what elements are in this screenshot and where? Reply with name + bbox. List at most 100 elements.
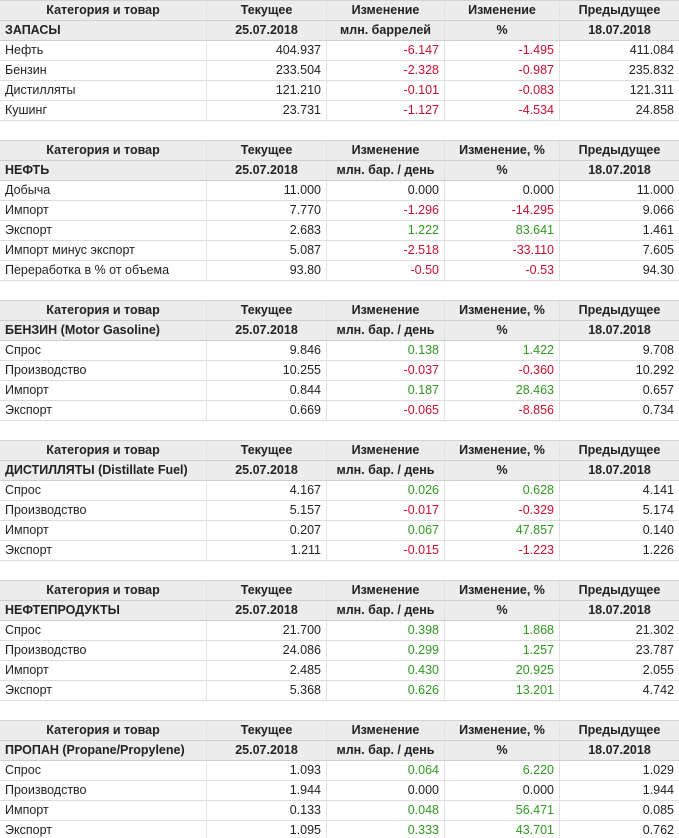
value-cell: 0.398: [327, 621, 445, 640]
row-label: Спрос: [0, 341, 207, 360]
row-label: Импорт: [0, 801, 207, 820]
value-cell: 20.925: [445, 661, 560, 680]
row-label: Экспорт: [0, 681, 207, 700]
value-cell: 2.055: [642, 663, 674, 677]
value-cell: 23.787: [635, 643, 674, 657]
value-cell: 9.708: [642, 343, 674, 357]
header-cell: %: [445, 161, 560, 180]
value-cell: 1.029: [642, 763, 674, 777]
header-cell: 25.07.2018: [207, 461, 327, 480]
value-cell: 233.504: [207, 61, 327, 80]
header-cell: Предыдущее: [578, 583, 661, 597]
value-cell: 47.857: [445, 521, 560, 540]
value-cell: -0.329: [445, 501, 560, 520]
value-cell: 7.605: [642, 243, 674, 257]
header-cell: ЗАПАСЫ: [0, 21, 207, 40]
value-cell: 1.422: [445, 341, 560, 360]
value-cell: 0.669: [207, 401, 327, 420]
data-table: Категория и товар Текущее Изменение Изменен…: [0, 0, 679, 121]
data-row: Экспорт 5.368 0.626 13.201 4.742: [0, 681, 679, 701]
value-cell: 9.066: [642, 203, 674, 217]
value-cell: 93.80: [207, 261, 327, 280]
header-cell: 25.07.2018: [207, 741, 327, 760]
value-cell: 5.368: [207, 681, 327, 700]
row-label: Кушинг: [0, 101, 207, 120]
data-row: Кушинг 23.731 -1.127 -4.534 24.858: [0, 101, 679, 121]
value-cell: 0.430: [327, 661, 445, 680]
header-cell: НЕФТЕПРОДУКТЫ: [0, 601, 207, 620]
header-cell: 18.07.2018: [588, 743, 651, 757]
header-row: ЗАПАСЫ 25.07.2018 млн. баррелей% 18.07.2018: [0, 21, 679, 41]
data-row: Экспорт 1.211 -0.015 -1.223 1.226: [0, 541, 679, 561]
value-cell: 0.844: [207, 381, 327, 400]
data-row: Импорт 2.485 0.430 20.925 2.055: [0, 661, 679, 681]
value-cell: -1.127: [327, 101, 445, 120]
value-cell: 24.086: [207, 641, 327, 660]
data-row: Производство 24.086 0.299 1.257 23.787: [0, 641, 679, 661]
value-cell: -0.987: [445, 61, 560, 80]
row-label: Экспорт: [0, 401, 207, 420]
header-cell: Изменение: [327, 141, 445, 160]
row-label: Экспорт: [0, 541, 207, 560]
value-cell: 7.770: [207, 201, 327, 220]
header-cell: Предыдущее: [578, 723, 661, 737]
header-cell: ПРОПАН (Propane/Propylene): [0, 741, 207, 760]
value-cell: -0.065: [327, 401, 445, 420]
value-cell: 0.000: [327, 181, 445, 200]
header-cell: 18.07.2018: [588, 23, 651, 37]
value-cell: 21.700: [207, 621, 327, 640]
value-cell: -0.083: [445, 81, 560, 100]
data-row: Добыча 11.000 0.000 0.000 11.000: [0, 181, 679, 201]
value-cell: 1.257: [445, 641, 560, 660]
row-label: Дистилляты: [0, 81, 207, 100]
header-cell: млн. бар. / день: [327, 461, 445, 480]
header-cell: Категория и товар: [0, 441, 207, 460]
value-cell: 0.085: [642, 803, 674, 817]
header-cell: Категория и товар: [0, 141, 207, 160]
data-row: Дистилляты 121.210 -0.101 -0.083 121.311: [0, 81, 679, 101]
row-label: Экспорт: [0, 821, 207, 838]
header-cell: Изменение: [327, 721, 445, 740]
row-label: Импорт: [0, 521, 207, 540]
value-cell: 2.485: [207, 661, 327, 680]
value-cell: 1.226: [642, 543, 674, 557]
header-cell: 25.07.2018: [207, 161, 327, 180]
value-cell: -0.017: [327, 501, 445, 520]
value-cell: -2.328: [327, 61, 445, 80]
data-row: Спрос 1.093 0.064 6.220 1.029: [0, 761, 679, 781]
header-row: Категория и товар Текущее Изменение Изменен…: [0, 581, 679, 601]
value-cell: 1.944: [207, 781, 327, 800]
data-row: Производство 1.944 0.000 0.000 1.944: [0, 781, 679, 801]
data-row: Импорт минус экспорт 5.087 -2.518 -33.110 7.…: [0, 241, 679, 261]
value-cell: 1.095: [207, 821, 327, 838]
value-cell: -0.037: [327, 361, 445, 380]
data-table: Категория и товар Текущее Изменение Изменен…: [0, 440, 679, 561]
value-cell: 11.000: [636, 183, 674, 197]
value-cell: 94.30: [642, 263, 674, 277]
header-cell: Изменение, %: [445, 581, 560, 600]
header-cell: Текущее: [207, 721, 327, 740]
header-cell: млн. бар. / день: [327, 161, 445, 180]
row-label: Спрос: [0, 621, 207, 640]
header-cell: Предыдущее: [578, 143, 661, 157]
data-row: Спрос 21.700 0.398 1.868 21.302: [0, 621, 679, 641]
value-cell: -2.518: [327, 241, 445, 260]
header-cell: Изменение: [327, 581, 445, 600]
value-cell: 0.138: [327, 341, 445, 360]
header-cell: Предыдущее: [578, 303, 661, 317]
header-row: Категория и товар Текущее Изменение Изменен…: [0, 1, 679, 21]
value-cell: 0.207: [207, 521, 327, 540]
header-cell: Изменение: [445, 1, 560, 20]
header-cell: Изменение, %: [445, 441, 560, 460]
value-cell: 5.174: [642, 503, 674, 517]
data-row: Производство 10.255 -0.037 -0.360 10.292: [0, 361, 679, 381]
value-cell: 56.471: [445, 801, 560, 820]
data-row: Спрос 9.846 0.138 1.422 9.708: [0, 341, 679, 361]
value-cell: 83.641: [445, 221, 560, 240]
value-cell: 121.311: [629, 83, 674, 97]
row-label: Производство: [0, 361, 207, 380]
row-label: Экспорт: [0, 221, 207, 240]
value-cell: 1.461: [642, 223, 674, 237]
value-cell: 0.133: [207, 801, 327, 820]
